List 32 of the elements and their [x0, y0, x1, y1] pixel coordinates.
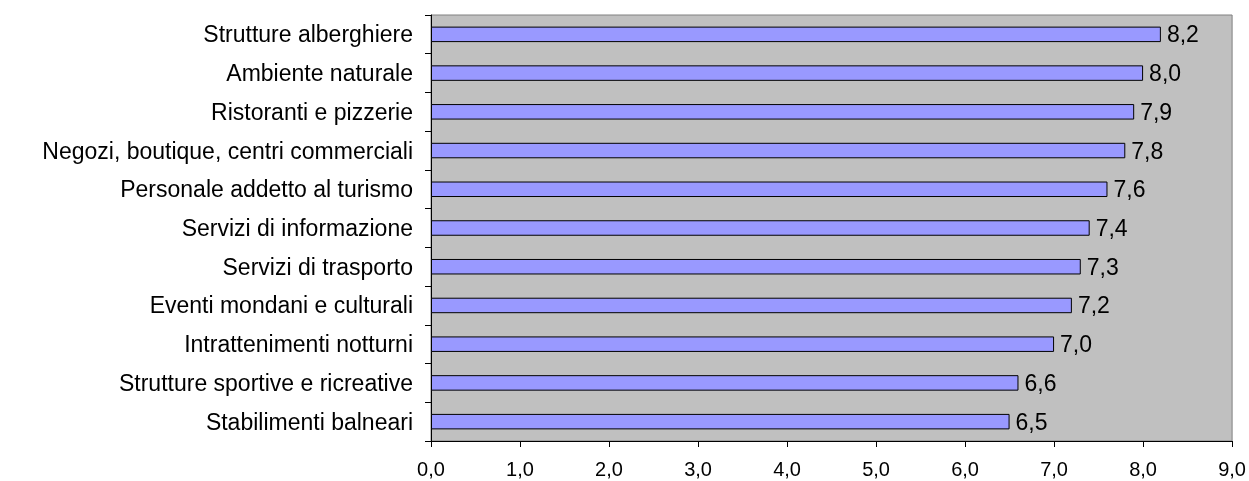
y-tick-label: Intrattenimenti notturni	[184, 331, 413, 358]
x-tick-label: 2,0	[595, 458, 623, 480]
y-tick-label: Negozi, boutique, centri commerciali	[42, 137, 413, 164]
x-tick-label: 5,0	[862, 458, 890, 480]
data-label: 7,6	[1113, 176, 1146, 203]
x-tick-label: 0,0	[417, 458, 445, 480]
y-tick-label: Servizi di informazione	[181, 215, 413, 241]
data-label: 7,8	[1131, 137, 1164, 164]
y-tick-label: Ambiente naturale	[226, 60, 413, 87]
x-tick-label: 1,0	[506, 458, 534, 480]
y-tick-label: Eventi mondani e culturali	[149, 292, 413, 319]
y-tick-label: Stabilimenti balneari	[205, 408, 413, 435]
data-label: 8,0	[1149, 60, 1182, 87]
y-tick-label: Personale addetto al turismo	[120, 176, 413, 203]
x-tick-label: 6,0	[951, 458, 979, 480]
data-label: 7,3	[1086, 253, 1119, 280]
x-tick-label: 7,0	[1040, 458, 1068, 480]
data-label: 7,2	[1077, 292, 1110, 319]
y-tick-label: Strutture sportive e ricreative	[118, 369, 413, 396]
y-tick-label: Strutture alberghiere	[203, 21, 413, 48]
y-tick-label: Ristoranti e pizzerie	[211, 98, 413, 125]
data-label: 7,9	[1140, 98, 1173, 125]
y-tick-label: Servizi di trasporto	[222, 253, 413, 280]
data-label: 7,4	[1095, 215, 1128, 241]
data-label: 6,5	[1015, 408, 1048, 435]
data-label: 8,2	[1166, 21, 1199, 48]
x-tick-label: 4,0	[773, 458, 801, 480]
x-tick-label: 3,0	[684, 458, 712, 480]
x-tick-label: 8,0	[1129, 458, 1157, 480]
data-label: 7,0	[1060, 331, 1093, 358]
data-label: 6,6	[1024, 369, 1057, 396]
x-tick-label: 9,0	[1218, 458, 1246, 480]
